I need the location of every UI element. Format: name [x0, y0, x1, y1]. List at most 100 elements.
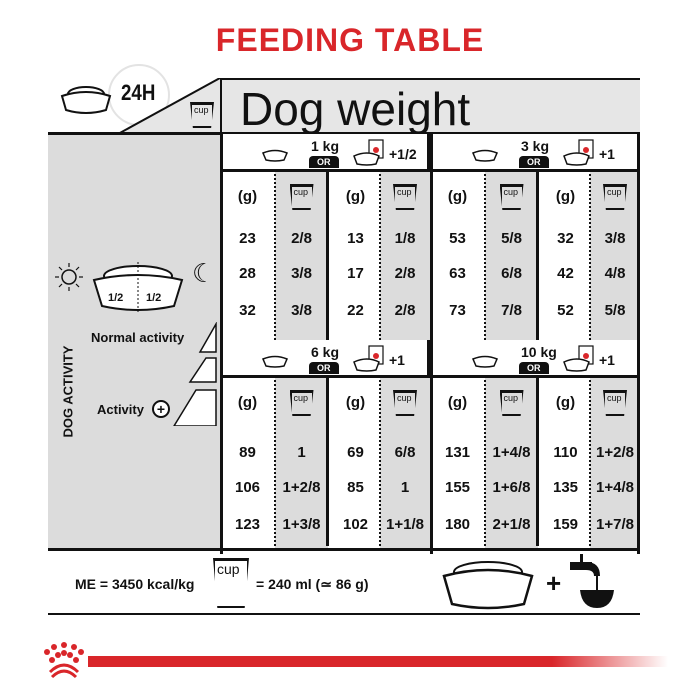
column-divider	[536, 172, 539, 340]
dry-bowl-icon	[262, 355, 288, 368]
table-cell: 1+4/8	[492, 444, 531, 461]
half-left: 1/2	[108, 292, 124, 304]
block-border	[637, 340, 640, 554]
table-cell: 22	[347, 302, 364, 319]
table-cell: 85	[347, 479, 364, 496]
grams-header: (g)	[555, 394, 576, 411]
water-tap-icon	[570, 554, 614, 608]
dry-bowl-icon	[472, 355, 498, 368]
period-label: 24H	[121, 80, 156, 105]
or-badge: OR	[309, 362, 339, 374]
dry-cups-column: cup 2/8 3/8 3/8	[275, 172, 328, 340]
table-cell: 7/8	[501, 302, 522, 319]
table-cell: 6/8	[394, 444, 416, 461]
table-cell: 106	[234, 479, 261, 496]
table-cell: 1+2/8	[282, 479, 321, 496]
weight-block: 3 kg OR +1 (g) 53 63 73 cup 5/8 6/8 7/8 (g) 32 42 5…	[430, 134, 640, 340]
mixed-grams-column: (g) 69 85 102	[328, 378, 383, 550]
weight-header: 6 kg OR +1	[220, 340, 430, 378]
block-border	[637, 134, 640, 340]
table-cell: 1/8	[394, 230, 416, 247]
table-cell: 5/8	[501, 230, 522, 247]
table-cell: 42	[557, 265, 574, 282]
table-cell: 123	[234, 516, 261, 533]
grams-header: (g)	[345, 394, 366, 411]
table-cell: 180	[444, 516, 471, 533]
mixed-grams-column: (g) 13 17 22	[328, 172, 383, 340]
dry-cups-column: cup 1 1+2/8 1+3/8	[275, 378, 328, 550]
dotted-divider	[484, 174, 486, 340]
wet-addition: +1/2	[389, 146, 417, 162]
table-cell: 89	[239, 444, 256, 461]
dry-grams-column: (g) 131 155 180	[430, 378, 485, 550]
weight-block: 1 kg OR +1/2 (g) 23 28 32 cup 2/8 3/8 3/8 (g) 13 1…	[220, 134, 430, 340]
table-cell: 32	[239, 302, 256, 319]
table-cell: 1	[297, 444, 306, 461]
cup-icon: cup	[485, 388, 538, 416]
weight-header: 3 kg OR +1	[430, 134, 640, 172]
table-cell: 53	[449, 230, 466, 247]
table-cell: 3/8	[604, 230, 626, 247]
table-cell: 3/8	[291, 302, 312, 319]
table-cell: 13	[347, 230, 364, 247]
table-cell: 4/8	[604, 265, 626, 282]
cup-icon: cup	[590, 182, 640, 210]
table-cell: 5/8	[604, 302, 626, 319]
dry-bowl-icon	[472, 149, 498, 162]
mixed-grams-column: (g) 32 42 52	[538, 172, 593, 340]
table-cell: 1+3/8	[282, 516, 321, 533]
table-cell: 1+1/8	[386, 516, 424, 533]
table-cell: 6/8	[501, 265, 522, 282]
cup-icon: cup	[275, 182, 328, 210]
divider	[48, 132, 640, 135]
dry-grams-column: (g) 89 106 123	[220, 378, 275, 550]
food-bowl-icon	[442, 561, 534, 610]
grams-header: (g)	[345, 188, 366, 205]
cup-icon: cup	[485, 182, 538, 210]
mixed-grams-column: (g) 110 135 159	[538, 378, 593, 550]
dog-weight-title: Dog weight	[240, 83, 471, 135]
activity-label: Activity	[97, 402, 144, 417]
table-cell: 131	[444, 444, 471, 461]
dry-grams-column: (g) 23 28 32	[220, 172, 275, 340]
mixed-cups-column: cup 1+2/8 1+4/8 1+7/8	[590, 378, 640, 550]
cup-icon: cup	[380, 388, 430, 416]
wet-addition: +1	[599, 352, 615, 368]
table-cell: 32	[557, 230, 574, 247]
table-cell: 1+2/8	[596, 444, 634, 461]
column-divider	[326, 172, 329, 340]
cup-icon: cup	[590, 388, 640, 416]
sun-icon	[55, 263, 83, 291]
cup-equivalence: = 240 ml (≃ 86 g)	[256, 576, 369, 592]
normal-activity-label: Normal activity	[91, 330, 185, 345]
wet-addition: +1	[599, 146, 615, 162]
weight-block: 6 kg OR +1 (g) 89 106 123 cup 1 1+2/8 1+3/8 (g) 6…	[220, 340, 430, 554]
table-cell: 52	[557, 302, 574, 319]
table-cell: 159	[552, 516, 579, 533]
wet-pouch-bowl-icon	[563, 345, 594, 372]
table-cell: 28	[239, 265, 256, 282]
mixed-cups-column: cup 1/8 2/8 2/8	[380, 172, 430, 340]
dotted-divider	[589, 174, 591, 340]
mixed-cups-column: cup 3/8 4/8 5/8	[590, 172, 640, 340]
dotted-divider	[589, 380, 591, 546]
table-cell: 2+1/8	[492, 516, 531, 533]
grams-header: (g)	[555, 188, 576, 205]
weight-label: 1 kg	[311, 138, 340, 154]
activity-panel: 1/2 1/2 ☾ DOG ACTIVITY Normal activity A…	[48, 134, 220, 550]
weight-label: 3 kg	[521, 138, 550, 154]
column-divider	[536, 378, 539, 546]
table-cell: 73	[449, 302, 466, 319]
table-cell: 1	[400, 479, 410, 496]
table-cell: 1+6/8	[492, 479, 531, 496]
weight-block: 10 kg OR +1 (g) 131 155 180 cup 1+4/8 1+6/8 2+1…	[430, 340, 640, 554]
dotted-divider	[379, 174, 381, 340]
grams-header: (g)	[447, 394, 468, 411]
moon-icon: ☾	[192, 258, 216, 288]
food-bowl-split-icon	[92, 262, 184, 312]
weight-label: 10 kg	[521, 344, 557, 360]
cup-icon: cup	[275, 388, 328, 416]
dotted-divider	[274, 174, 276, 340]
dotted-divider	[274, 380, 276, 546]
table-cell: 2/8	[291, 230, 312, 247]
